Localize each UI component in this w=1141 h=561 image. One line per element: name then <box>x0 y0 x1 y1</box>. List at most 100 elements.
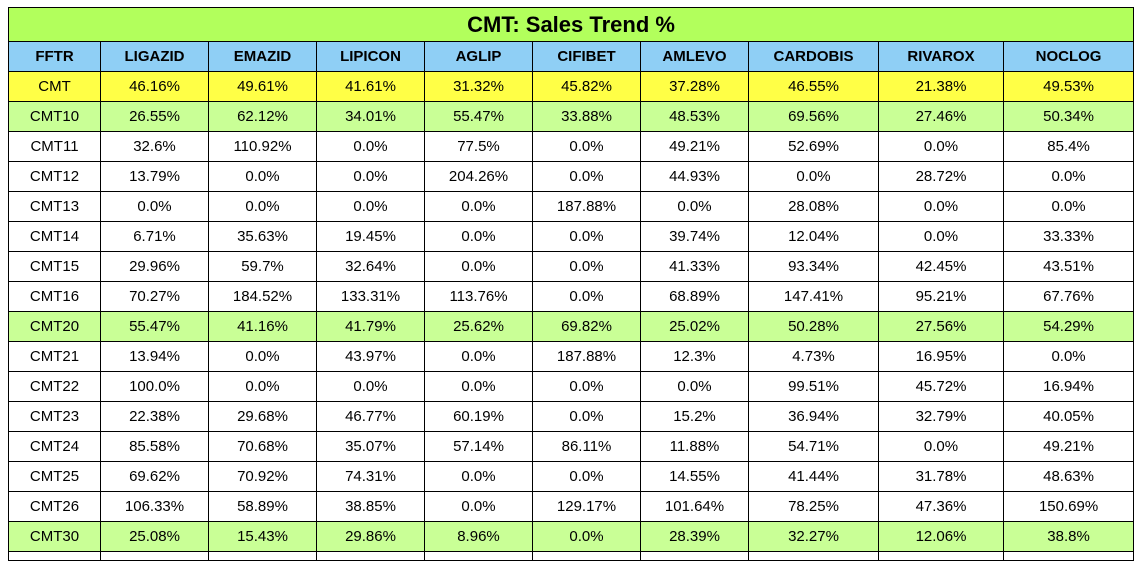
value-cell[interactable]: 106.33% <box>100 491 209 522</box>
column-header-amlevo[interactable]: AMLEVO <box>640 41 749 72</box>
value-cell[interactable]: 0.0% <box>640 191 749 222</box>
value-cell[interactable]: 32.79% <box>878 401 1004 432</box>
value-cell[interactable]: 32.6% <box>100 131 209 162</box>
value-cell[interactable]: 59.7% <box>208 251 317 282</box>
value-cell[interactable]: 48.53% <box>640 101 749 132</box>
value-cell[interactable]: 19.45% <box>316 221 425 252</box>
column-header-cardobis[interactable]: CARDOBIS <box>748 41 879 72</box>
value-cell[interactable]: 41.61% <box>316 71 425 102</box>
value-cell[interactable]: 70.92% <box>208 461 317 492</box>
value-cell[interactable]: 38.8% <box>1002 521 1135 552</box>
value-cell[interactable]: 95.21% <box>878 281 1004 312</box>
value-cell[interactable]: 46.55% <box>748 71 879 102</box>
value-cell[interactable]: 0.0% <box>532 401 641 432</box>
value-cell[interactable]: 0.0% <box>208 341 317 372</box>
value-cell[interactable]: 85.58% <box>100 431 209 462</box>
value-cell[interactable]: 42.45% <box>878 251 1004 282</box>
row-label-cell[interactable]: CMT26 <box>8 491 101 522</box>
value-cell[interactable]: 33.33% <box>1002 221 1135 252</box>
value-cell[interactable]: 6.71% <box>100 221 209 252</box>
value-cell[interactable]: 68.89% <box>640 281 749 312</box>
value-cell[interactable]: 49.21% <box>1002 431 1135 462</box>
value-cell[interactable]: 29.96% <box>100 251 209 282</box>
row-label-cell[interactable]: CMT14 <box>8 221 101 252</box>
value-cell[interactable]: 150.69% <box>1002 491 1135 522</box>
value-cell[interactable]: 0.0% <box>878 131 1004 162</box>
column-header-rivarox[interactable]: RIVAROX <box>878 41 1004 72</box>
value-cell[interactable]: 147.41% <box>748 281 879 312</box>
value-cell[interactable]: 0.0% <box>424 371 533 402</box>
value-cell[interactable]: 43.51% <box>1002 251 1135 282</box>
value-cell[interactable]: 55.47% <box>100 311 209 342</box>
value-cell[interactable]: 39.74% <box>640 221 749 252</box>
row-label-cell[interactable]: CMT15 <box>8 251 101 282</box>
value-cell[interactable]: 86.11% <box>532 431 641 462</box>
value-cell[interactable]: 12.04% <box>748 221 879 252</box>
value-cell[interactable]: 15.43% <box>208 521 317 552</box>
row-label-cell[interactable]: CMT20 <box>8 311 101 342</box>
row-label-cell[interactable]: CMT13 <box>8 191 101 222</box>
value-cell[interactable]: 0.0% <box>208 371 317 402</box>
value-cell[interactable]: 29.68% <box>208 401 317 432</box>
value-cell[interactable]: 13.79% <box>100 161 209 192</box>
value-cell[interactable]: 27.46% <box>878 101 1004 132</box>
value-cell[interactable]: 35.07% <box>316 431 425 462</box>
column-header-ligazid[interactable]: LIGAZID <box>100 41 209 72</box>
value-cell[interactable]: 0.0% <box>424 461 533 492</box>
value-cell[interactable]: 50.34% <box>1002 101 1135 132</box>
value-cell[interactable]: 70.27% <box>100 281 209 312</box>
value-cell[interactable]: 41.16% <box>208 311 317 342</box>
value-cell[interactable]: 204.26% <box>424 161 533 192</box>
value-cell[interactable]: 49.21% <box>640 131 749 162</box>
value-cell[interactable]: 0.0% <box>532 161 641 192</box>
value-cell[interactable]: 48.63% <box>1002 461 1135 492</box>
table-title[interactable]: CMT: Sales Trend % <box>7 7 1135 42</box>
value-cell[interactable]: 38.85% <box>316 491 425 522</box>
value-cell[interactable]: 0.0% <box>316 371 425 402</box>
value-cell[interactable]: 57.14% <box>424 431 533 462</box>
value-cell[interactable]: 13.94% <box>100 341 209 372</box>
value-cell[interactable]: 69.62% <box>100 461 209 492</box>
value-cell[interactable]: 28.08% <box>748 191 879 222</box>
value-cell[interactable]: 0.0% <box>532 131 641 162</box>
row-label-cell[interactable]: CMT11 <box>8 131 101 162</box>
value-cell[interactable]: 45.72% <box>878 371 1004 402</box>
value-cell[interactable]: 16.94% <box>1002 371 1135 402</box>
value-cell[interactable]: 0.0% <box>424 491 533 522</box>
value-cell[interactable]: 0.0% <box>1002 191 1135 222</box>
value-cell[interactable]: 0.0% <box>208 161 317 192</box>
value-cell[interactable]: 26.55% <box>100 101 209 132</box>
value-cell[interactable]: 0.0% <box>878 431 1004 462</box>
value-cell[interactable]: 77.5% <box>424 131 533 162</box>
column-header-fftr[interactable]: FFTR <box>8 41 101 72</box>
value-cell[interactable]: 0.0% <box>532 371 641 402</box>
value-cell[interactable]: 41.79% <box>316 311 425 342</box>
column-header-emazid[interactable]: EMAZID <box>208 41 317 72</box>
row-label-cell[interactable]: CMT12 <box>8 161 101 192</box>
value-cell[interactable]: 40.05% <box>1002 401 1135 432</box>
row-label-cell[interactable]: CMT24 <box>8 431 101 462</box>
value-cell[interactable]: 74.31% <box>316 461 425 492</box>
value-cell[interactable]: 31.78% <box>878 461 1004 492</box>
value-cell[interactable]: 21.38% <box>878 71 1004 102</box>
value-cell[interactable]: 187.88% <box>532 341 641 372</box>
value-cell[interactable]: 78.25% <box>748 491 879 522</box>
value-cell[interactable]: 31.32% <box>424 71 533 102</box>
row-label-cell[interactable]: CMT10 <box>8 101 101 132</box>
value-cell[interactable]: 45.82% <box>532 71 641 102</box>
value-cell[interactable]: 133.31% <box>316 281 425 312</box>
column-header-lipicon[interactable]: LIPICON <box>316 41 425 72</box>
value-cell[interactable]: 36.94% <box>748 401 879 432</box>
value-cell[interactable]: 43.97% <box>316 341 425 372</box>
value-cell[interactable]: 46.16% <box>100 71 209 102</box>
value-cell[interactable]: 25.08% <box>100 521 209 552</box>
value-cell[interactable]: 27.56% <box>878 311 1004 342</box>
value-cell[interactable]: 12.3% <box>640 341 749 372</box>
value-cell[interactable]: 41.33% <box>640 251 749 282</box>
column-header-cifibet[interactable]: CIFIBET <box>532 41 641 72</box>
value-cell[interactable]: 28.39% <box>640 521 749 552</box>
value-cell[interactable]: 0.0% <box>1002 341 1135 372</box>
value-cell[interactable]: 0.0% <box>208 191 317 222</box>
value-cell[interactable]: 49.61% <box>208 71 317 102</box>
value-cell[interactable]: 37.28% <box>640 71 749 102</box>
